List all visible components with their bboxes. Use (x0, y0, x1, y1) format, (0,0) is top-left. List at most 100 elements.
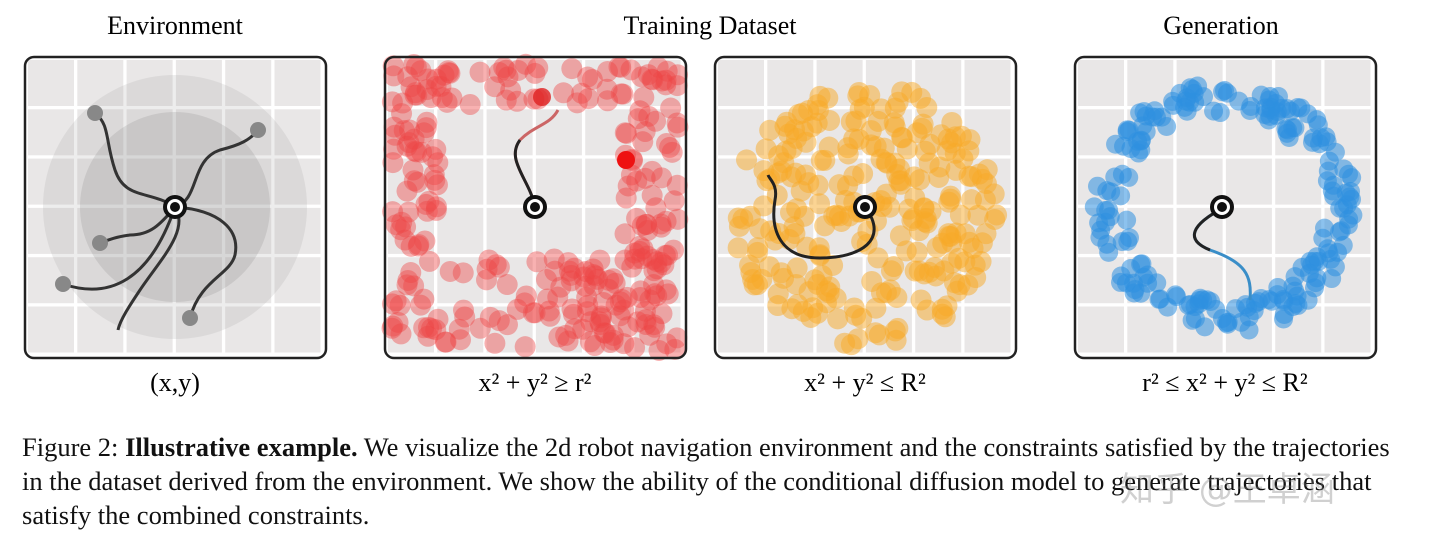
sample (727, 237, 749, 259)
sample (1134, 102, 1154, 122)
sample (656, 333, 678, 355)
panel-label: x² + y² ≥ r² (479, 368, 592, 397)
sample (875, 151, 897, 173)
sample (382, 152, 404, 174)
sample (604, 272, 626, 294)
sample (573, 266, 595, 288)
sample (452, 299, 474, 321)
sample (384, 124, 406, 146)
sample (580, 311, 602, 333)
sample (403, 275, 425, 297)
grid-cell (767, 60, 814, 106)
sample (608, 56, 630, 78)
sample (617, 175, 639, 197)
sample (586, 268, 608, 290)
grid-cell (77, 158, 124, 205)
sample (861, 270, 883, 292)
sample (391, 103, 413, 125)
trajectory (766, 174, 876, 260)
sample (413, 288, 435, 310)
sample (610, 56, 632, 78)
panel-border (713, 55, 1018, 360)
grid-cell (535, 257, 582, 304)
sample (418, 316, 440, 338)
sample (819, 109, 841, 131)
sample (584, 265, 606, 287)
sample (403, 170, 425, 192)
sample (418, 190, 440, 212)
sample (629, 100, 651, 122)
sample (635, 314, 657, 336)
sample (452, 262, 474, 284)
sample (965, 266, 987, 288)
sample (656, 60, 678, 82)
sample (1277, 123, 1297, 143)
sample (392, 92, 414, 114)
grid-cell (175, 109, 222, 156)
sample (624, 337, 646, 359)
sample (596, 78, 618, 100)
agent-core (1217, 202, 1227, 212)
sample (557, 330, 579, 352)
sample (883, 256, 905, 278)
sample (416, 79, 438, 101)
sample (500, 79, 522, 101)
sample (550, 276, 572, 298)
sample (396, 180, 418, 202)
sample (666, 112, 688, 134)
sample (381, 91, 403, 113)
sample (400, 76, 422, 98)
panel-border (23, 55, 328, 360)
sample (1338, 215, 1358, 235)
sample (928, 166, 950, 188)
sample (770, 262, 792, 284)
sample (1307, 110, 1327, 130)
grid-cell (585, 109, 632, 156)
grid-cell (1225, 158, 1272, 205)
sample (612, 83, 634, 105)
sample (944, 272, 966, 294)
agent-core (860, 202, 870, 212)
sample (636, 245, 658, 267)
panel-border (383, 55, 688, 360)
sample (1097, 181, 1117, 201)
sample (655, 210, 677, 232)
grid-cell (1078, 60, 1124, 106)
grid-cell (225, 257, 272, 304)
sample (552, 82, 574, 104)
sample (389, 294, 411, 316)
sample (576, 286, 598, 308)
sample (602, 268, 624, 290)
sample (413, 317, 435, 339)
sample (657, 283, 679, 305)
sample (403, 128, 425, 150)
sample (427, 152, 449, 174)
sample (410, 60, 432, 82)
sample (577, 88, 599, 110)
sample (983, 183, 1005, 205)
sample (435, 331, 457, 353)
sample (390, 323, 412, 345)
sample (439, 62, 461, 84)
grid-cell (274, 257, 321, 304)
sample (1210, 103, 1230, 123)
sample (397, 269, 419, 291)
grid-cell (585, 207, 632, 254)
sample (626, 170, 648, 192)
sample (645, 110, 667, 132)
sample (615, 187, 637, 209)
sample (441, 87, 463, 109)
sample (632, 238, 654, 260)
sample (558, 260, 580, 282)
sample (1322, 269, 1342, 289)
sample (515, 285, 537, 307)
sample (867, 247, 889, 269)
sample (405, 56, 427, 78)
sample (651, 70, 673, 92)
sample (1119, 167, 1139, 187)
sample (629, 240, 651, 262)
sample (415, 193, 437, 215)
sample (641, 184, 663, 206)
sample (747, 274, 769, 296)
sample (755, 138, 777, 160)
